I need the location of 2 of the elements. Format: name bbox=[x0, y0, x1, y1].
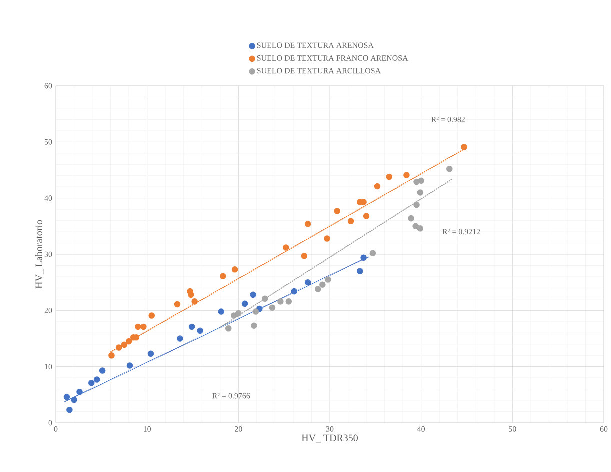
y-axis-title: HV_ Laboratorio bbox=[35, 220, 44, 289]
x-axis-title: HV_ TDR350 bbox=[302, 434, 358, 443]
